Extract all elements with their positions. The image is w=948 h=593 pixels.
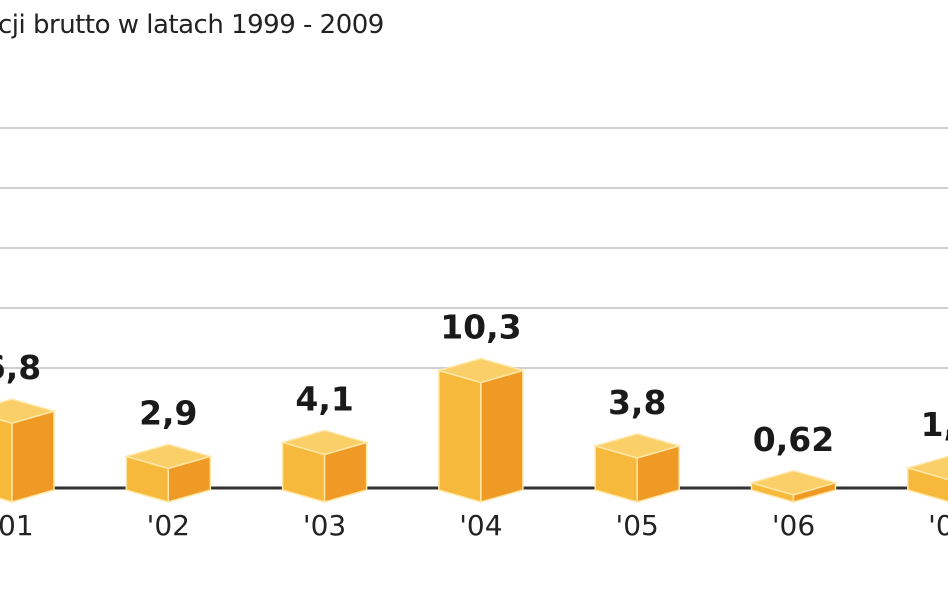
data-label: 4,1 — [295, 379, 353, 418]
x-tick-label: '05 — [616, 509, 659, 542]
data-label: 10,3 — [440, 308, 521, 347]
data-label: 6,8 — [0, 348, 41, 387]
data-label: 3,8 — [608, 383, 666, 422]
data-label: 0,62 — [753, 420, 834, 459]
bar-top-face — [0, 398, 57, 424]
x-tick-label: '01 — [0, 509, 34, 542]
bar-right-face — [11, 410, 55, 503]
bar-left-face — [907, 466, 948, 503]
data-label: 1,9 — [921, 405, 948, 444]
bar-right-face — [480, 369, 524, 503]
bar-top-face — [748, 470, 839, 496]
bar-top-face — [592, 433, 682, 459]
data-label: 2,9 — [139, 393, 197, 432]
bar-top-face — [436, 357, 526, 384]
x-tick-label: '04 — [459, 509, 502, 542]
x-tick-label: '03 — [303, 509, 346, 542]
bar-left-face — [0, 418, 13, 503]
x-tick-label: '07 — [928, 509, 948, 542]
bar-top-face — [905, 455, 948, 481]
bar-left-face — [438, 369, 482, 503]
bar-top-face — [279, 429, 370, 456]
x-tick-label: '02 — [147, 509, 190, 542]
bar-top-face — [123, 443, 214, 470]
x-tick-label: '06 — [772, 509, 815, 542]
chart-title: cji brutto w latach 1999 - 2009 — [0, 10, 384, 40]
